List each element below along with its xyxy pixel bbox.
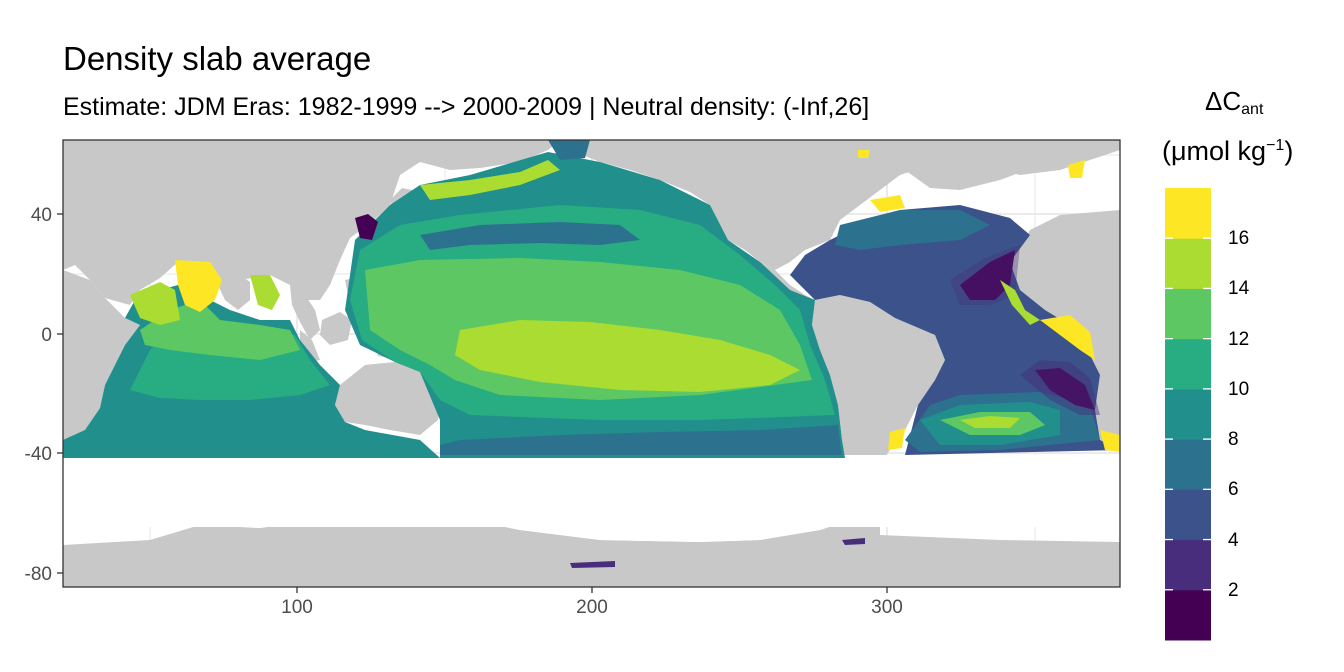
legend-break-label: 2 (1228, 579, 1239, 601)
legend-unit: (μmol kg−1) (1162, 136, 1294, 166)
central-america (760, 262, 815, 305)
y-tick-label: -40 (25, 444, 52, 465)
sumatra (300, 330, 320, 362)
australia (335, 362, 440, 435)
sea-of-japan-low (355, 214, 378, 240)
legend-color-step (1165, 238, 1211, 289)
legend-color-step (1165, 539, 1211, 591)
pacific-ocean (345, 152, 845, 458)
hudson-patch (858, 150, 870, 158)
southern-ocean-no-data (63, 455, 1120, 527)
north-atlantic-patch (1068, 160, 1085, 178)
legend-break-label: 6 (1228, 479, 1239, 501)
y-tick-label: -80 (25, 564, 52, 585)
y-tick-label: 0 (41, 325, 52, 346)
north-america (570, 140, 1120, 270)
x-tick-label: 100 (281, 597, 313, 618)
land (63, 140, 1120, 587)
legend-break-label: 12 (1228, 328, 1250, 350)
legend-color-step (1165, 439, 1211, 490)
atlantic-ocean (790, 195, 1120, 455)
antarctica (63, 512, 1120, 587)
borneo (320, 312, 352, 345)
legend-color-step (1165, 288, 1211, 340)
axis-ticks (57, 213, 888, 593)
legend-break-label: 10 (1228, 378, 1250, 400)
legend-title: ΔCant (1205, 86, 1264, 118)
legend-color-step (1165, 188, 1211, 239)
legend-color-step (1165, 489, 1211, 541)
x-tick-label: 200 (576, 597, 608, 618)
bering-patch (548, 140, 590, 160)
no-data-regions (63, 455, 1120, 542)
legend-break-label: 8 (1228, 429, 1239, 451)
legend-ticks (1165, 237, 1211, 591)
legend-color-step (1165, 338, 1211, 390)
chart-title: Density slab average (63, 40, 372, 77)
x-tick-label: 300 (871, 597, 903, 618)
legend-break-label: 16 (1228, 228, 1250, 250)
eurasia-north (63, 140, 560, 305)
greenland (900, 140, 1060, 190)
chart-subtitle: Estimate: JDM Eras: 1982-1999 --> 2000-2… (63, 93, 870, 121)
legend-color-step (1165, 589, 1211, 641)
legend-break-label: 14 (1228, 278, 1250, 300)
y-tick-label: 40 (31, 205, 52, 226)
weddell-patch (842, 538, 865, 545)
indian-ocean (63, 260, 440, 458)
south-america (812, 295, 945, 498)
legend-color-step (1165, 388, 1211, 440)
ross-sea-patch (570, 561, 615, 568)
africa (63, 270, 140, 440)
legend-colorbar (1165, 188, 1211, 641)
se-asia-landmass (290, 285, 320, 340)
legend-break-label: 4 (1228, 529, 1239, 551)
europe-africa-east (1010, 210, 1120, 450)
